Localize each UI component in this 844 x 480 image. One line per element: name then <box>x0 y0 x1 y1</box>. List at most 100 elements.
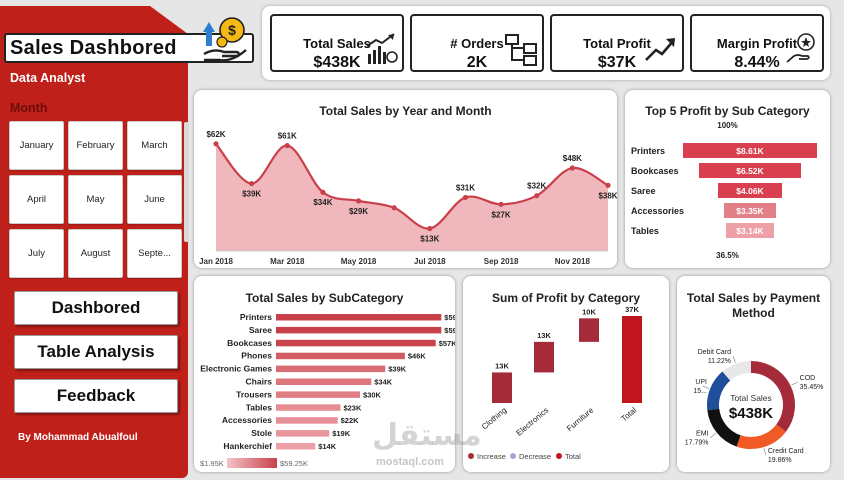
waterfall-bar <box>579 318 599 342</box>
author-credit: By Mohammad Abualfoul <box>18 432 138 443</box>
subcategory-bar <box>276 417 338 424</box>
month-button-april[interactable]: April <box>9 175 64 224</box>
feedback-nav-button[interactable]: Feedback <box>14 379 178 413</box>
funnel-category-label: Accessories <box>631 206 685 216</box>
data-label: $22K <box>341 416 360 425</box>
month-button-august[interactable]: August <box>68 229 123 278</box>
kpi-label: Margin Profit <box>716 36 798 51</box>
donut-slice <box>707 408 741 447</box>
subcategory-bar <box>276 391 361 398</box>
data-label: 10K <box>582 307 596 316</box>
trend-up-icon <box>645 38 675 61</box>
data-label: $14K <box>318 442 337 451</box>
data-label: $61K <box>278 132 297 141</box>
x-tick-label: Electronics <box>515 406 551 438</box>
funnel-category-label: Bookcases <box>631 166 679 176</box>
data-label: $29K <box>349 207 368 216</box>
kpi-value: $37K <box>597 54 637 71</box>
donut-slice <box>707 371 731 411</box>
data-label: 37K <box>625 305 639 314</box>
x-tick-label: Furniture <box>565 405 596 433</box>
subcategory-bar <box>276 365 386 373</box>
slice-category-label: EMI <box>696 431 709 438</box>
funnel-bar: $8.61K <box>683 143 817 158</box>
slice-category-label: Debit Card <box>698 349 732 356</box>
funnel-bar: $4.06K <box>718 183 782 198</box>
leader-line <box>732 356 736 363</box>
x-tick-label: Jul 2018 <box>414 257 446 266</box>
kpi-label: Total Profit <box>583 36 651 51</box>
month-button-january[interactable]: January <box>9 121 64 170</box>
profit-by-category-card: Sum of Profit by Category 13K Clothing 13K… <box>463 276 669 472</box>
data-label: $62K <box>206 130 225 139</box>
slice-percent-label: 11.22% <box>708 358 731 365</box>
kpi-value: $438K <box>313 54 361 71</box>
money-hand-icon: $ <box>203 17 247 62</box>
month-filter-label: Month <box>10 101 48 115</box>
subcategory-bar <box>276 352 405 360</box>
funnel-category-label: Printers <box>631 146 666 156</box>
category-label: Chairs <box>246 377 273 387</box>
data-point <box>462 194 469 201</box>
funnel-top-percent: 100% <box>717 121 738 130</box>
area-fill <box>216 143 608 251</box>
waterfall-bar <box>534 341 554 373</box>
category-label: Accessories <box>222 415 272 425</box>
donut-slice <box>750 361 795 432</box>
donut-slice <box>736 424 786 449</box>
sales-by-month-card: Total Sales by Year and Month $62K $39K $6… <box>194 90 617 268</box>
month-slicer-scrollbar[interactable] <box>184 122 189 242</box>
chart-title: Total Sales by Year and Month <box>319 104 492 118</box>
sales-by-month-chart: $62K $39K $61K $34K $29K $13K $31K $27K $32K $48K… <box>199 130 617 266</box>
data-point <box>320 189 326 195</box>
month-button-september[interactable]: Septe... <box>127 229 182 278</box>
table-analysis-nav-button[interactable]: Table Analysis <box>14 335 178 369</box>
legend-marker <box>556 453 562 459</box>
hand-star-icon <box>786 33 815 63</box>
month-button-may[interactable]: May <box>68 175 123 224</box>
hierarchy-icon <box>505 34 537 66</box>
kpi-total-profit: Total Profit $37K <box>550 14 684 72</box>
slice-category-label: UPI <box>695 379 707 386</box>
data-label: 13K <box>495 361 509 370</box>
legend-label: Decrease <box>519 452 551 461</box>
dashboard-nav-button[interactable]: Dashbored <box>14 291 178 325</box>
funnel-category-label: Tables <box>631 226 659 236</box>
data-label: $39K <box>242 190 261 199</box>
chart-title: Sum of Profit by Category <box>491 291 640 305</box>
kpi-orders: # Orders 2K <box>410 14 544 72</box>
sidebar: Sales Dashbored $ Data Analyst Month Jan… <box>0 0 254 480</box>
subcategory-bar <box>276 404 341 411</box>
sales-by-payment-chart: Total Sales $438K COD 35.45% Credit Card 19.8… <box>685 349 824 464</box>
category-label: Stole <box>251 428 272 438</box>
category-label: Saree <box>249 325 272 335</box>
data-label: $34K <box>374 378 393 387</box>
data-point <box>534 193 540 199</box>
kpi-label: # Orders <box>450 36 504 51</box>
month-slicer: January February March April May June Ju… <box>9 121 183 279</box>
kpi-value: 2K <box>466 54 488 71</box>
month-button-june[interactable]: June <box>127 175 182 224</box>
subcategory-bar <box>276 326 442 334</box>
slice-percent-label: 35.45% <box>800 384 824 391</box>
subcategory-bar <box>276 443 316 450</box>
chart-title: Top 5 Profit by Sub Category <box>645 104 810 118</box>
watermark-url: mostaql.com <box>376 456 444 468</box>
data-label: $27K <box>492 210 511 219</box>
month-button-july[interactable]: July <box>9 229 64 278</box>
donut-center-label: Total Sales <box>730 393 772 403</box>
funnel-bottom-percent: 36.5% <box>716 251 739 260</box>
kpi-margin-profit: Margin Profit 8.44% <box>690 14 824 72</box>
leader-line <box>710 432 717 438</box>
top5-profit-card: Top 5 Profit by Sub Category 100% Printe… <box>625 90 830 268</box>
data-label: $34K <box>313 198 332 207</box>
category-label: Electronic Games <box>200 364 272 374</box>
legend-label: Increase <box>477 452 506 461</box>
data-label: $31K <box>456 183 475 192</box>
x-tick-label: Nov 2018 <box>555 257 591 266</box>
data-label: $13K <box>420 235 439 244</box>
legend-gradient-bar <box>227 458 277 468</box>
month-button-march[interactable]: March <box>127 121 182 170</box>
leader-line <box>702 385 710 389</box>
month-button-february[interactable]: February <box>68 121 123 170</box>
